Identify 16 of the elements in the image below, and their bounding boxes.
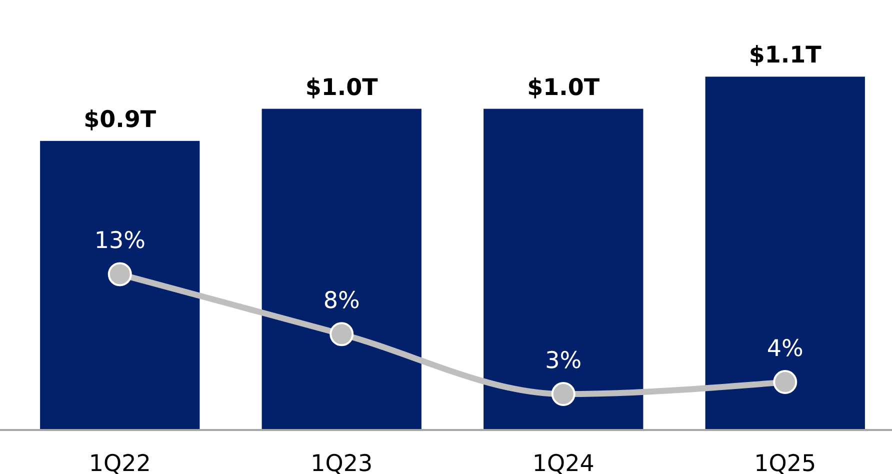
data-label: 8% — [323, 288, 360, 314]
data-label: 4% — [766, 336, 804, 362]
data-label: 3% — [545, 348, 582, 374]
x-tick-label: 1Q24 — [532, 451, 594, 474]
point — [108, 262, 132, 286]
data-label: $1.0T — [527, 74, 600, 101]
point — [551, 382, 576, 406]
data-label: 13% — [94, 228, 146, 254]
point — [330, 322, 354, 346]
data-label: $1.0T — [305, 74, 378, 101]
data-label: $0.9T — [84, 106, 156, 133]
x-tick-label: 1Q23 — [310, 451, 373, 474]
point — [773, 370, 798, 394]
x-tick-label: 1Q22 — [88, 451, 151, 474]
x-tick-label: 1Q25 — [754, 451, 816, 474]
data-label: $1.1T — [748, 42, 822, 69]
